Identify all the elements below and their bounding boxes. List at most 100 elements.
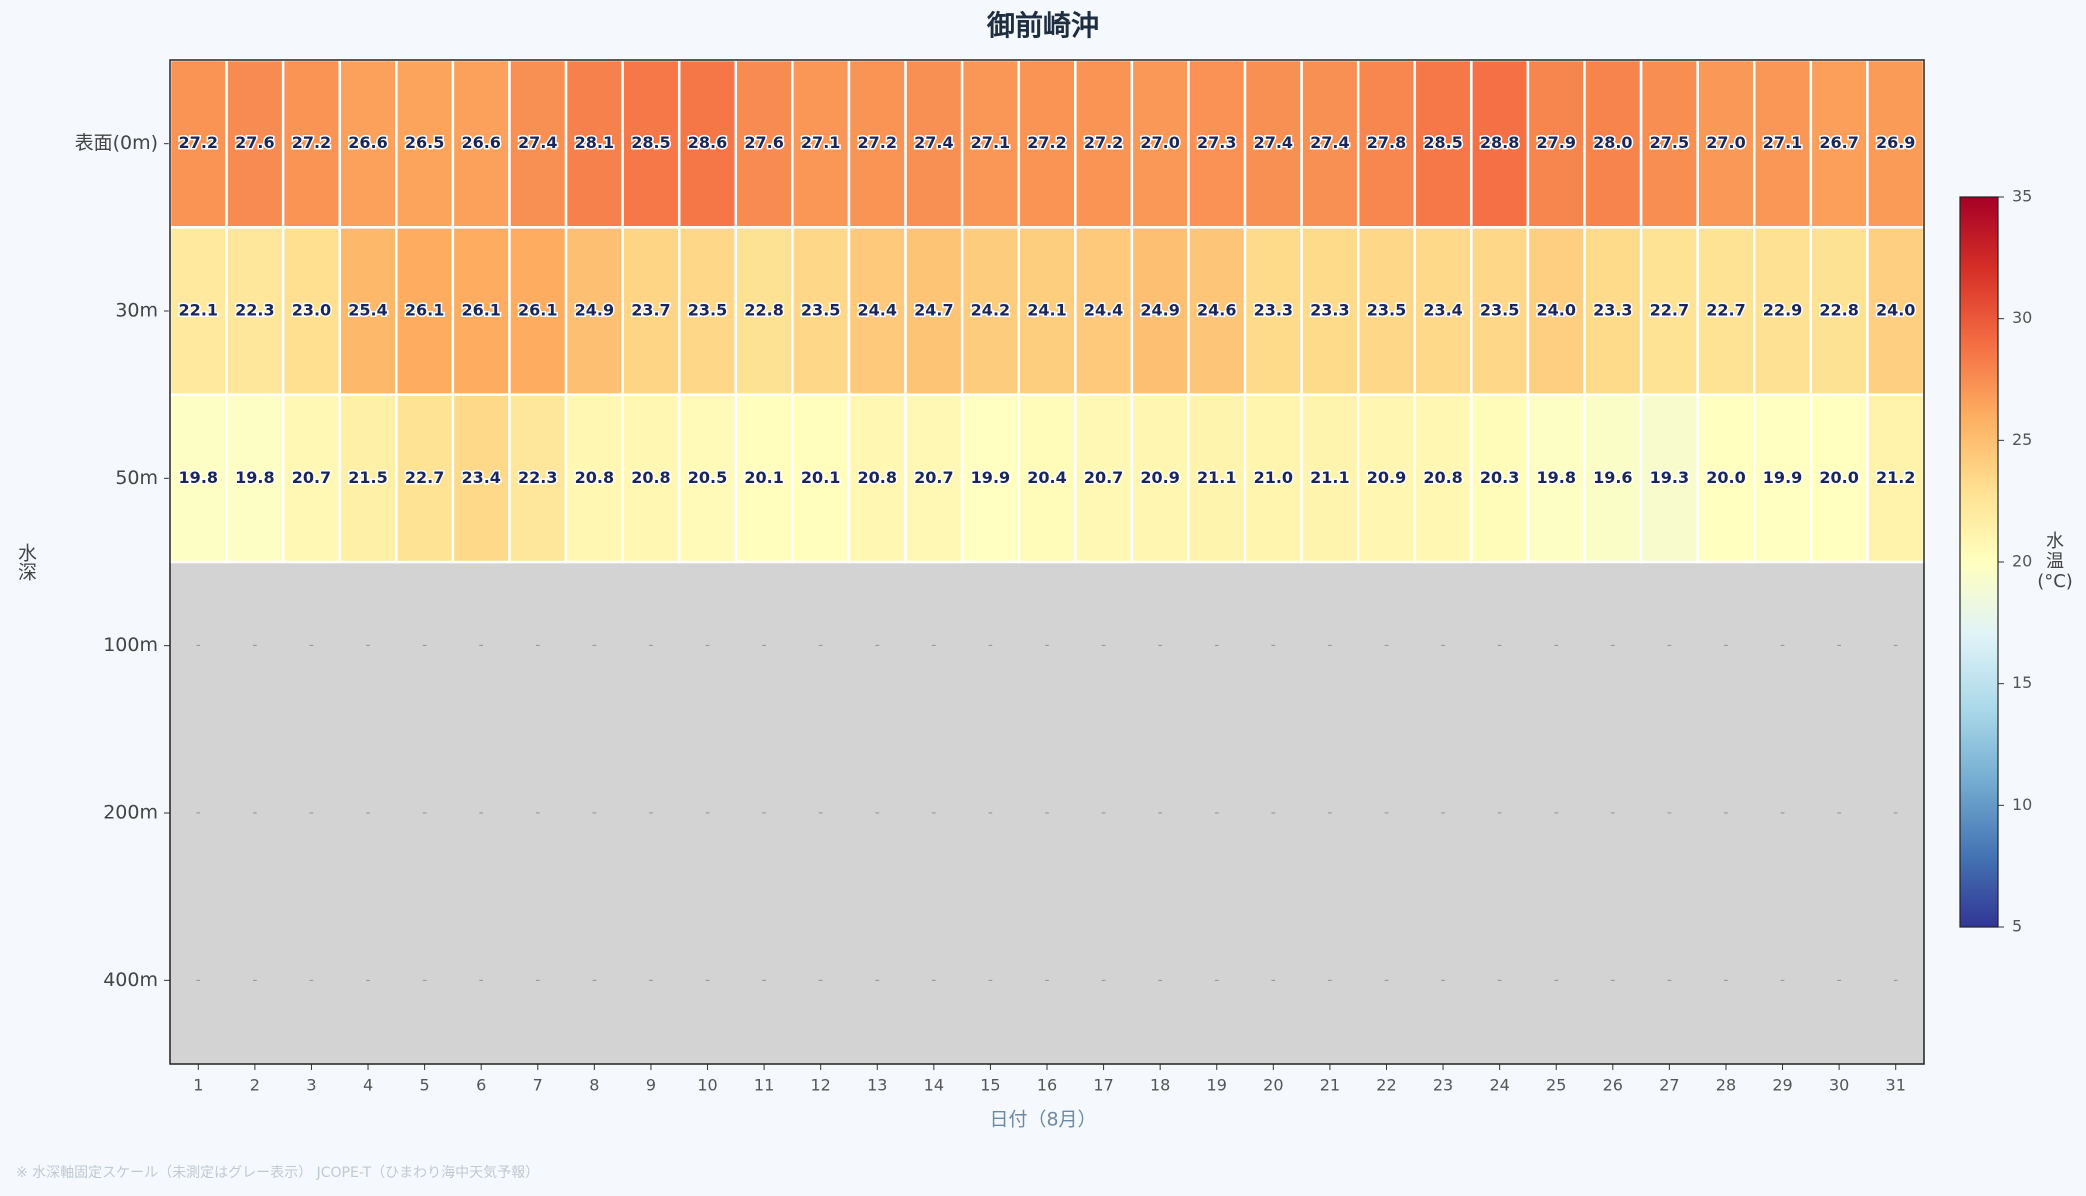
missing-label: - (422, 972, 427, 988)
x-tick-label: 24 (1489, 1076, 1509, 1095)
heatmap-cell (904, 393, 964, 564)
cell-label: 22.3 (518, 468, 557, 487)
heatmap-cell (451, 393, 511, 564)
y-tick-label: 400m (103, 969, 158, 991)
missing-label: - (422, 805, 427, 821)
cell-label: 28.1 (575, 133, 614, 152)
missing-label: - (875, 972, 880, 988)
heatmap-cell (1300, 226, 1360, 396)
heatmap-cell (281, 226, 341, 396)
y-tick-label: 30m (115, 300, 158, 322)
missing-label: - (1610, 638, 1615, 654)
cell-label: 27.1 (1763, 133, 1802, 152)
heatmap-cell (904, 226, 964, 396)
x-tick-label: 30 (1829, 1076, 1849, 1095)
missing-label: - (705, 972, 710, 988)
missing-label: - (1158, 638, 1163, 654)
colorbar-tick-label: 20 (2012, 552, 2032, 571)
chart-title: 御前崎沖 (986, 9, 1099, 42)
missing-label: - (1158, 972, 1163, 988)
heatmap-cell (1300, 393, 1360, 564)
cell-label: 20.7 (292, 468, 331, 487)
missing-label: - (309, 805, 314, 821)
x-tick-label: 19 (1207, 1076, 1227, 1095)
missing-label: - (648, 972, 653, 988)
missing-label: - (1044, 805, 1049, 821)
cell-label: 28.5 (1423, 133, 1462, 152)
missing-label: - (1837, 972, 1842, 988)
missing-label: - (762, 638, 767, 654)
heatmap-cell (338, 393, 398, 564)
heatmap-cell (1470, 226, 1530, 396)
x-tick-label: 31 (1886, 1076, 1906, 1095)
colorbar-tick-label: 15 (2012, 673, 2032, 692)
missing-label: - (1837, 638, 1842, 654)
cell-label: 27.4 (518, 133, 557, 152)
cell-label: 22.3 (235, 301, 274, 320)
missing-label: - (1384, 638, 1389, 654)
cell-label: 23.4 (1423, 301, 1462, 320)
missing-label: - (1327, 805, 1332, 821)
cell-label: 24.0 (1876, 301, 1915, 320)
cell-label: 20.8 (858, 468, 897, 487)
heatmap-cell (1753, 393, 1813, 564)
cell-label: 22.7 (1706, 301, 1745, 320)
cell-label: 20.9 (1140, 468, 1179, 487)
x-tick-label: 26 (1603, 1076, 1623, 1095)
cell-label: 23.5 (1480, 301, 1519, 320)
missing-label: - (535, 638, 540, 654)
x-tick-label: 14 (924, 1076, 944, 1095)
missing-label: - (1723, 805, 1728, 821)
missing-label: - (818, 638, 823, 654)
heatmap-cell (1130, 226, 1190, 396)
cell-label: 24.7 (914, 301, 953, 320)
cell-label: 27.8 (1367, 133, 1406, 152)
cell-label: 28.6 (688, 133, 727, 152)
y-axis-label: 水深 (15, 543, 37, 581)
missing-label: - (1441, 805, 1446, 821)
missing-label: - (1327, 638, 1332, 654)
heatmap-cell (1356, 226, 1417, 396)
missing-label: - (479, 638, 484, 654)
cell-label: 26.5 (405, 133, 444, 152)
cell-label: 27.4 (1310, 133, 1349, 152)
x-axis-label: 日付（8月） (989, 1109, 1096, 1131)
cell-label: 22.7 (405, 468, 444, 487)
cell-label: 26.6 (348, 133, 387, 152)
x-tick-label: 8 (589, 1076, 599, 1095)
cell-label: 28.0 (1593, 133, 1632, 152)
missing-label: - (1384, 805, 1389, 821)
cell-label: 23.5 (1367, 301, 1406, 320)
missing-label: - (1667, 805, 1672, 821)
missing-label: - (1554, 805, 1559, 821)
missing-label: - (196, 638, 201, 654)
colorbar (1959, 196, 1999, 928)
missing-label: - (366, 972, 371, 988)
missing-label: - (988, 638, 993, 654)
cell-label: 27.2 (858, 133, 897, 152)
heatmap-cell (1130, 58, 1190, 229)
heatmap-cell (1583, 58, 1643, 229)
missing-label: - (1610, 972, 1615, 988)
cell-label: 20.1 (744, 468, 783, 487)
missing-label: - (1610, 805, 1615, 821)
x-tick-label: 5 (420, 1076, 430, 1095)
colorbar-tick-label: 30 (2012, 308, 2032, 327)
cell-label: 20.9 (1367, 468, 1406, 487)
heatmap-cell (1866, 393, 1926, 564)
missing-label: - (1780, 638, 1785, 654)
cell-label: 20.4 (1027, 468, 1066, 487)
cell-label: 21.0 (1254, 468, 1293, 487)
x-tick-label: 12 (810, 1076, 830, 1095)
cell-label: 21.1 (1197, 468, 1236, 487)
heatmap-cell (677, 393, 738, 564)
x-tick-label: 6 (476, 1076, 486, 1095)
x-tick-label: 9 (646, 1076, 656, 1095)
heatmap-cell (168, 58, 228, 229)
missing-label: - (1723, 972, 1728, 988)
missing-label: - (931, 805, 936, 821)
cell-label: 24.6 (1197, 301, 1236, 320)
missing-label: - (1667, 972, 1672, 988)
x-tick-label: 2 (250, 1076, 260, 1095)
cell-label: 24.4 (1084, 301, 1123, 320)
